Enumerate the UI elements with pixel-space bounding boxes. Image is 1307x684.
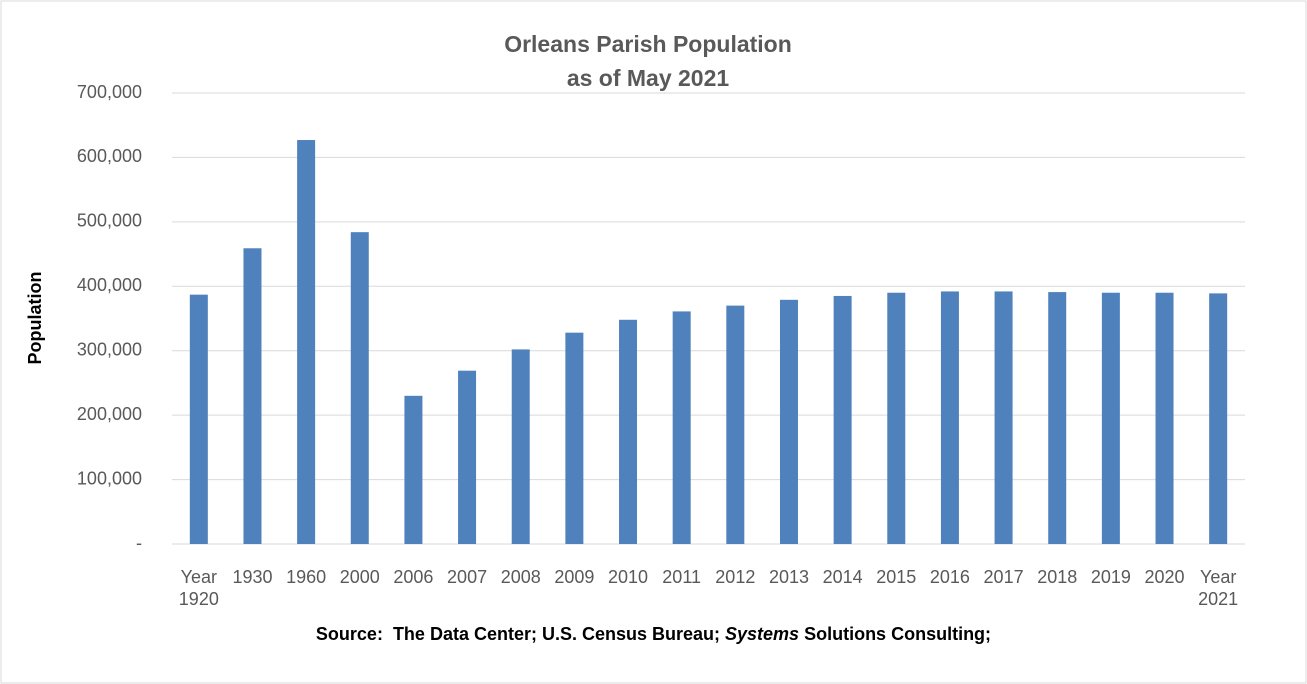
bar (458, 370, 477, 544)
bar (619, 319, 638, 544)
y-tick-label: 100,000 (77, 468, 142, 488)
source-text: Systems (725, 624, 800, 644)
bar (404, 395, 423, 544)
x-tick-label: 2019 (1090, 567, 1131, 587)
x-tick-label: Year 1920 (178, 567, 219, 609)
bar (511, 349, 530, 544)
source-text: Solutions Consulting; (799, 624, 992, 644)
x-tick-label: 2020 (1144, 567, 1185, 587)
x-tick-label: 2014 (822, 567, 863, 587)
x-tick-label: 2017 (983, 567, 1024, 587)
chart-subtitle: as of May 2021 (567, 65, 730, 91)
x-tick-label: 2000 (339, 567, 380, 587)
bar (726, 305, 745, 544)
bar (940, 291, 959, 544)
bar (1048, 292, 1067, 544)
source-note: Source: The Data Center; U.S. Census Bur… (0, 624, 1307, 645)
bar (672, 311, 691, 544)
bar (1209, 293, 1228, 544)
y-axis-label: Population (25, 272, 45, 365)
x-tick-label: 2006 (393, 567, 434, 587)
x-tick-label: 2015 (876, 567, 917, 587)
chart-title: Orleans Parish Population (504, 31, 792, 57)
bar (1155, 292, 1174, 544)
x-tick-label: 2007 (447, 567, 488, 587)
y-tick-label: 300,000 (77, 339, 142, 359)
x-tick-label: 2018 (1037, 567, 1078, 587)
y-tick-label: 400,000 (77, 275, 142, 295)
x-tick-label: 2009 (554, 567, 595, 587)
bar (994, 291, 1013, 544)
bar (887, 292, 906, 544)
bar (833, 295, 852, 544)
bar (243, 248, 262, 544)
x-tick-label: 1960 (286, 567, 327, 587)
y-tick-label: 600,000 (77, 146, 142, 166)
source-text: Source: The Data Center; U.S. Census Bur… (315, 624, 726, 644)
y-tick-label: - (136, 533, 142, 553)
x-tick-label: 2012 (715, 567, 756, 587)
x-tick-label: 1930 (232, 567, 273, 587)
bar (350, 232, 369, 544)
bar (297, 140, 316, 545)
bar (779, 299, 798, 544)
x-tick-label: 2010 (607, 567, 649, 587)
y-tick-label: 200,000 (77, 404, 142, 424)
bar (1101, 292, 1120, 544)
x-tick-label: Year 2021 (1198, 567, 1239, 609)
y-tick-label: 500,000 (77, 211, 142, 231)
x-tick-label: 2016 (929, 567, 970, 587)
y-tick-label: 700,000 (77, 82, 142, 102)
x-tick-label: 2008 (500, 567, 541, 587)
x-tick-label: 2011 (662, 567, 702, 587)
bar (189, 294, 208, 544)
bar (565, 332, 584, 544)
x-tick-label: 2013 (768, 567, 809, 587)
